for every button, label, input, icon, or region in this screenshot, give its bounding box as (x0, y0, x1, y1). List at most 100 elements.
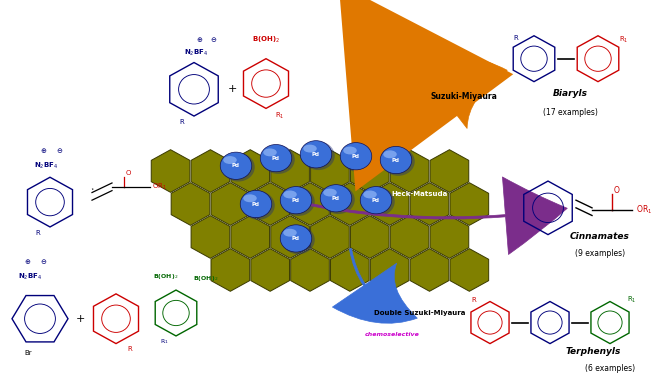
Polygon shape (291, 183, 329, 225)
Polygon shape (350, 150, 389, 192)
Text: Br: Br (24, 350, 32, 356)
Ellipse shape (220, 152, 252, 180)
Polygon shape (450, 183, 489, 225)
Ellipse shape (243, 194, 257, 202)
Text: R: R (128, 346, 132, 352)
Polygon shape (370, 183, 409, 225)
Text: (17 examples): (17 examples) (542, 108, 597, 117)
Polygon shape (211, 183, 249, 225)
Text: (6 examples): (6 examples) (585, 364, 635, 373)
Polygon shape (231, 216, 269, 258)
Text: $\ominus$: $\ominus$ (210, 35, 218, 44)
Text: Pd: Pd (312, 152, 320, 157)
Polygon shape (271, 216, 309, 258)
Text: Terphenyls: Terphenyls (566, 347, 622, 356)
Ellipse shape (322, 185, 355, 214)
Polygon shape (151, 150, 190, 192)
Ellipse shape (263, 149, 277, 156)
Text: Pd: Pd (272, 156, 280, 161)
Text: Pd: Pd (392, 158, 400, 163)
Text: +: + (75, 314, 85, 324)
Ellipse shape (280, 187, 312, 214)
Polygon shape (450, 249, 489, 291)
Ellipse shape (300, 141, 332, 168)
Ellipse shape (342, 143, 375, 172)
Text: N$_2$BF$_4$: N$_2$BF$_4$ (18, 271, 42, 282)
Text: Pd: Pd (292, 198, 300, 203)
Text: B(OH)$_2$: B(OH)$_2$ (194, 274, 218, 283)
Polygon shape (191, 150, 230, 192)
Ellipse shape (321, 184, 351, 212)
Text: Suzuki-Miyaura: Suzuki-Miyaura (431, 93, 497, 101)
Text: R$_1$: R$_1$ (276, 111, 285, 121)
Polygon shape (410, 183, 449, 225)
Polygon shape (310, 150, 349, 192)
Ellipse shape (280, 225, 312, 252)
Text: B(OH)$_2$: B(OH)$_2$ (153, 272, 179, 281)
Text: $\oplus$: $\oplus$ (24, 257, 32, 266)
Text: (9 examples): (9 examples) (575, 249, 625, 258)
Text: $\oplus$: $\oplus$ (40, 146, 48, 155)
Text: N$_2$BF$_4$: N$_2$BF$_4$ (34, 161, 58, 171)
Text: Biaryls: Biaryls (552, 88, 587, 98)
Ellipse shape (382, 147, 415, 176)
Text: chemoselective: chemoselective (365, 332, 419, 336)
Text: R: R (36, 230, 40, 236)
Ellipse shape (262, 145, 295, 174)
Text: $\ominus$: $\ominus$ (56, 146, 64, 155)
Text: Pd: Pd (352, 154, 360, 159)
Ellipse shape (340, 143, 372, 170)
Polygon shape (171, 183, 210, 225)
Polygon shape (291, 249, 329, 291)
Text: Pd: Pd (292, 236, 300, 241)
Text: R: R (513, 35, 518, 41)
Polygon shape (191, 216, 230, 258)
Ellipse shape (222, 153, 255, 181)
Ellipse shape (383, 150, 396, 158)
Polygon shape (310, 216, 349, 258)
Text: R: R (179, 119, 184, 125)
Polygon shape (331, 183, 369, 225)
Polygon shape (370, 249, 409, 291)
Ellipse shape (380, 146, 412, 174)
Text: Pd: Pd (252, 201, 260, 206)
Text: R$_1$: R$_1$ (160, 337, 169, 346)
Ellipse shape (343, 147, 357, 155)
Ellipse shape (302, 141, 335, 170)
Polygon shape (211, 249, 249, 291)
Text: O: O (126, 170, 131, 177)
Ellipse shape (282, 187, 314, 216)
Polygon shape (430, 216, 469, 258)
Text: R$_1$: R$_1$ (619, 34, 629, 45)
Text: O: O (614, 186, 620, 195)
Ellipse shape (284, 229, 297, 237)
Text: N$_2$BF$_4$: N$_2$BF$_4$ (184, 48, 208, 58)
Polygon shape (410, 249, 449, 291)
Ellipse shape (242, 191, 275, 220)
Ellipse shape (282, 226, 314, 254)
Text: Pd: Pd (232, 163, 240, 168)
Ellipse shape (241, 191, 271, 218)
Text: Double Suzuki-Miyaura: Double Suzuki-Miyaura (374, 310, 466, 316)
Text: Heck-Matsuda: Heck-Matsuda (392, 191, 448, 197)
Text: Cinnamates: Cinnamates (570, 232, 630, 241)
Ellipse shape (303, 145, 317, 152)
Text: $\star$: $\star$ (89, 186, 94, 192)
Ellipse shape (223, 156, 237, 164)
Polygon shape (350, 216, 389, 258)
Ellipse shape (260, 144, 292, 172)
Text: OR$_1$: OR$_1$ (636, 203, 652, 216)
Polygon shape (251, 249, 290, 291)
Polygon shape (430, 150, 469, 192)
Polygon shape (271, 150, 309, 192)
Polygon shape (231, 150, 269, 192)
Text: Pd: Pd (332, 196, 340, 201)
Text: $\oplus$: $\oplus$ (196, 35, 204, 44)
Ellipse shape (362, 187, 394, 216)
Polygon shape (331, 249, 369, 291)
Text: OR$_1$: OR$_1$ (153, 182, 167, 192)
Text: Pd: Pd (372, 198, 380, 203)
Ellipse shape (284, 191, 297, 198)
Text: R: R (472, 297, 476, 303)
Polygon shape (251, 183, 290, 225)
